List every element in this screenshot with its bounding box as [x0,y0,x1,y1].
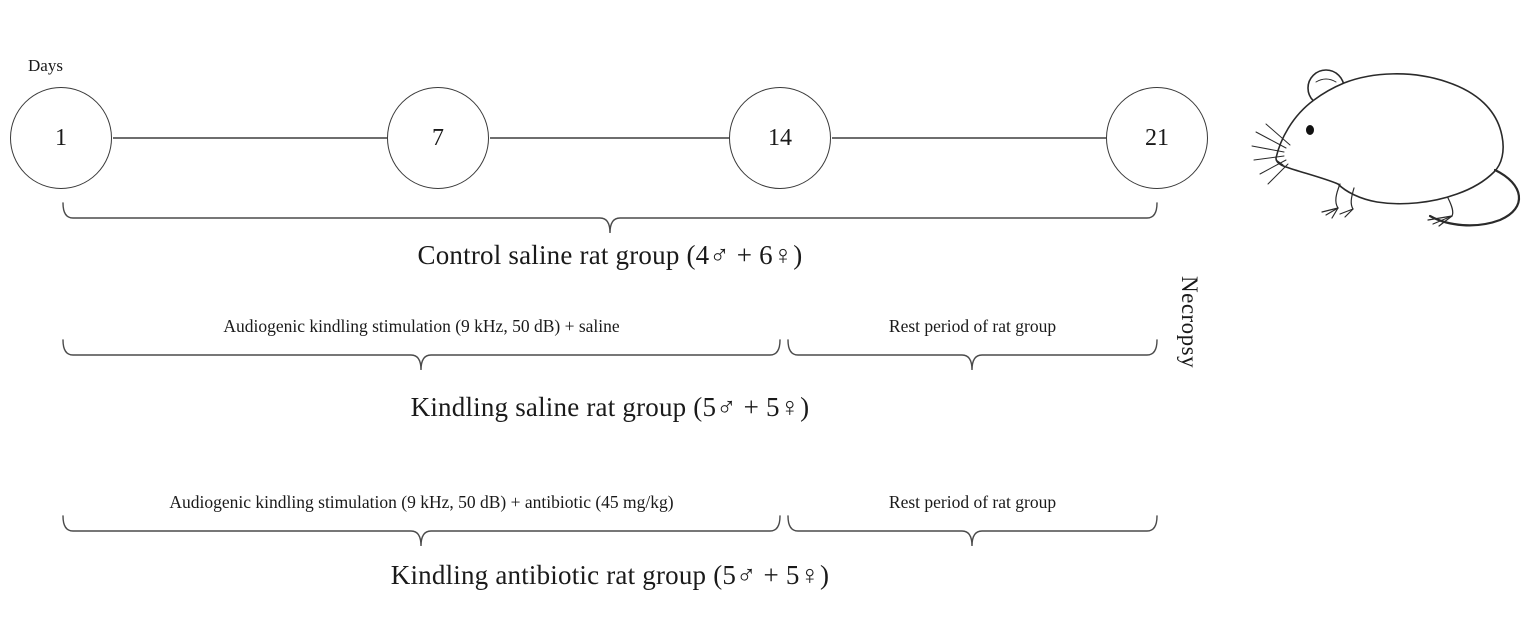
timeline-axis-label: Days [28,56,63,75]
timeline-day-circle-21: 21 [1106,87,1208,189]
rat-hind-foot [1427,197,1454,227]
phase-label-kindling-antibiotic-rest: Rest period of rat group [888,492,1057,512]
day-number: 1 [55,124,67,151]
day-number: 21 [1145,124,1169,151]
phase-label-kindling-saline-stimulation: Audiogenic kindling stimulation (9 kHz, … [223,316,620,336]
timeline-day-circle-7: 7 [387,87,489,189]
phase-label-kindling-saline-rest: Rest period of rat group [888,316,1057,336]
rat-body [1275,73,1504,205]
rat-icon [1251,69,1520,227]
phase-label-kindling-antibiotic-stimulation: Audiogenic kindling stimulation (9 kHz, … [169,492,674,512]
rat-inner-ear [1315,78,1337,83]
day-number: 14 [768,124,792,151]
day-number: 7 [432,124,444,151]
timeline-day-circle-1: 1 [10,87,112,189]
rat-tail [1428,168,1520,227]
group-label-control-saline: Control saline rat group (4♂ + 6♀) [417,240,803,270]
rat-whiskers [1251,123,1291,185]
rat-eye [1306,125,1314,135]
brace-kindling-antibiotic-rest-span [787,515,1158,547]
brace-kindling-saline-rest-span [787,339,1158,371]
group-label-kindling-saline: Kindling saline rat group (5♂ + 5♀) [410,392,810,422]
group-label-kindling-antibiotic: Kindling antibiotic rat group (5♂ + 5♀) [390,560,830,590]
rat-mouth [1275,159,1284,166]
rat-front-paw [1321,183,1355,219]
timeline-day-circle-14: 14 [729,87,831,189]
brace-control-group-span [62,202,1158,234]
brace-kindling-antibiotic-stimulation-span [62,515,781,547]
endpoint-label-necropsy: Necropsy [1177,276,1202,369]
brace-kindling-saline-stimulation-span [62,339,781,371]
rat-ear [1307,69,1345,107]
